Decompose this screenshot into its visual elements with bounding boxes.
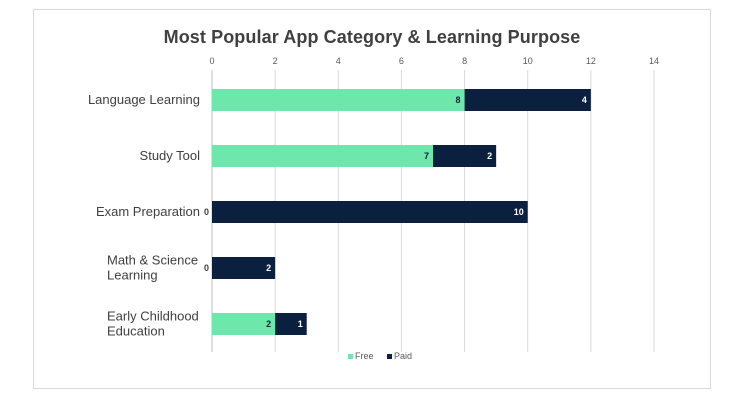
x-tick-label: 4 (336, 56, 341, 66)
x-tick-label: 12 (586, 56, 596, 66)
category-label-line: Learning (107, 268, 158, 283)
category-label: Math & Science Learning (107, 253, 198, 283)
legend-label-paid: Paid (394, 351, 412, 361)
data-label-free: 7 (424, 151, 429, 161)
x-tick-label: 10 (523, 56, 533, 66)
data-label-paid: 4 (582, 95, 587, 105)
data-label-paid: 2 (487, 151, 492, 161)
bar-free (212, 145, 433, 167)
category-label-line: Exam Preparation (96, 204, 200, 219)
category-label-line: Math & Science (107, 253, 198, 268)
bar-free (212, 89, 465, 111)
x-tick-label: 2 (273, 56, 278, 66)
category-label: Study Tool (140, 148, 201, 163)
data-label-free: 8 (456, 95, 461, 105)
legend-label-free: Free (355, 351, 374, 361)
x-tick-label: 14 (649, 56, 659, 66)
category-label-line: Study Tool (140, 148, 201, 163)
data-label-paid: 2 (266, 263, 271, 273)
legend-swatch-paid (387, 354, 392, 359)
bar-paid (275, 313, 307, 335)
data-label-paid: 10 (514, 207, 524, 217)
bar-paid (464, 89, 591, 111)
chart-frame: Most Popular App Category & Learning Pur… (33, 9, 711, 389)
category-label: Exam Preparation (96, 204, 200, 219)
data-label-free: 0 (204, 207, 209, 217)
category-label-line: Early Childhood (107, 309, 199, 324)
bar-paid (212, 257, 276, 279)
legend-swatch-free (348, 354, 353, 359)
category-label-line: Education (107, 324, 165, 339)
bar-paid (212, 201, 528, 223)
category-label-line: Language Learning (88, 92, 200, 107)
x-tick-label: 8 (462, 56, 467, 66)
bar-free (212, 313, 276, 335)
data-label-free: 0 (204, 263, 209, 273)
x-tick-label: 6 (399, 56, 404, 66)
chart-title: Most Popular App Category & Learning Pur… (163, 27, 581, 47)
x-tick-label: 0 (209, 56, 214, 66)
data-label-paid: 1 (298, 319, 303, 329)
category-label: Early Childhood Education (107, 309, 199, 339)
bar-paid (433, 145, 497, 167)
category-label: Language Learning (88, 92, 200, 107)
data-label-free: 2 (266, 319, 271, 329)
